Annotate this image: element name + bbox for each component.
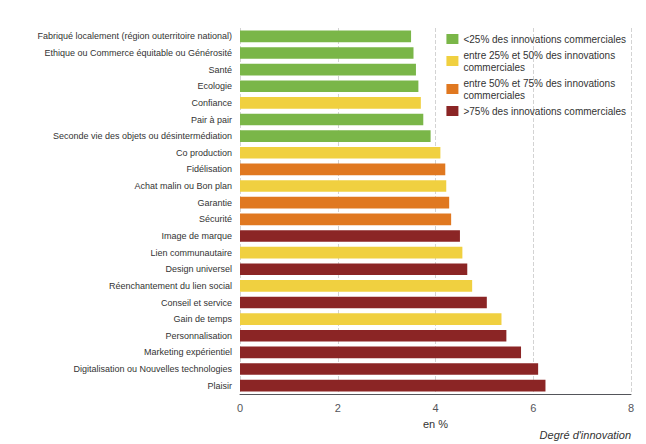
svg-text:Image de marque: Image de marque [161,231,232,241]
svg-text:Fabriqué localement (région ou: Fabriqué localement (région outerritoire… [37,31,232,41]
svg-text:4: 4 [432,402,438,414]
svg-text:Personnalisation: Personnalisation [165,331,232,341]
svg-text:commerciales: commerciales [463,62,525,73]
svg-text:Design universel: Design universel [165,264,232,274]
svg-text:8: 8 [628,402,634,414]
svg-text:Confiance: Confiance [191,98,232,108]
svg-text:entre 50% et 75% des innovatio: entre 50% et 75% des innovations [463,78,615,89]
svg-text:entre 25% et 50% des innovatio: entre 25% et 50% des innovations [463,50,615,61]
svg-text:Plaisir: Plaisir [207,381,232,391]
svg-text:Santé: Santé [208,65,232,75]
svg-text:6: 6 [530,402,536,414]
svg-text:Gain de temps: Gain de temps [173,314,232,324]
svg-text:Conseil et service: Conseil et service [161,298,232,308]
svg-text:Réenchantement du lien social: Réenchantement du lien social [109,281,232,291]
svg-text:Ecologie: Ecologie [197,81,232,91]
svg-text:Lien communautaire: Lien communautaire [150,248,232,258]
svg-text:Digitalisation ou Nouvelles te: Digitalisation ou Nouvelles technologies [73,364,232,374]
svg-text:Ethique ou Commerce équitable: Ethique ou Commerce équitable ou Généros… [44,48,232,58]
svg-text:en %: en % [423,418,448,430]
svg-text:Marketing expérientiel: Marketing expérientiel [144,347,232,357]
svg-text:commerciales: commerciales [463,90,525,101]
svg-text:2: 2 [335,402,341,414]
svg-text:Achat malin ou Bon plan: Achat malin ou Bon plan [134,181,232,191]
svg-text:Seconde vie des objets ou dési: Seconde vie des objets ou désintermédiat… [53,131,232,141]
svg-text:0: 0 [237,402,243,414]
svg-text:<25% des innovations commercia: <25% des innovations commerciales [463,34,626,45]
svg-text:Sécurité: Sécurité [199,214,232,224]
svg-text:>75% des innovations commercia: >75% des innovations commerciales [463,106,626,117]
svg-text:Pair à pair: Pair à pair [191,115,232,125]
svg-text:Fidélisation: Fidélisation [186,164,232,174]
svg-text:Garantie: Garantie [197,198,232,208]
svg-text:Co production: Co production [176,148,232,158]
svg-text:Degré d'innovation: Degré d'innovation [540,429,631,441]
